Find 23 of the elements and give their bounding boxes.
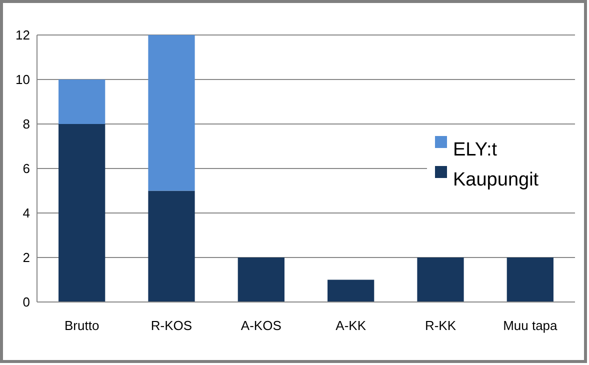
bar (148, 35, 195, 191)
bar (148, 190, 195, 302)
y-tick-label: 4 (22, 206, 30, 221)
x-tick-label: A-KOS (240, 318, 282, 333)
y-tick-label: 6 (22, 161, 30, 176)
x-tick-label: R-KK (424, 318, 456, 333)
x-tick-label: Brutto (64, 318, 100, 333)
y-tick-label: 10 (16, 72, 30, 88)
x-tick-label: A-KK (336, 318, 366, 333)
bar (58, 124, 106, 302)
y-tick-label: 8 (22, 116, 30, 132)
bar (328, 280, 374, 302)
y-tick-label: 0 (22, 294, 30, 310)
bar (506, 258, 554, 302)
legend-label: Kaupungit (453, 170, 540, 191)
y-tick-label: 2 (22, 250, 30, 266)
x-tick-label: Muu tapa (503, 318, 558, 333)
x-tick-label: R-KOS (150, 318, 192, 333)
bar (417, 258, 464, 302)
legend-label: ELY:t (453, 140, 498, 161)
y-tick-label: 12 (16, 28, 30, 43)
bar (238, 258, 284, 302)
bar (58, 80, 106, 124)
